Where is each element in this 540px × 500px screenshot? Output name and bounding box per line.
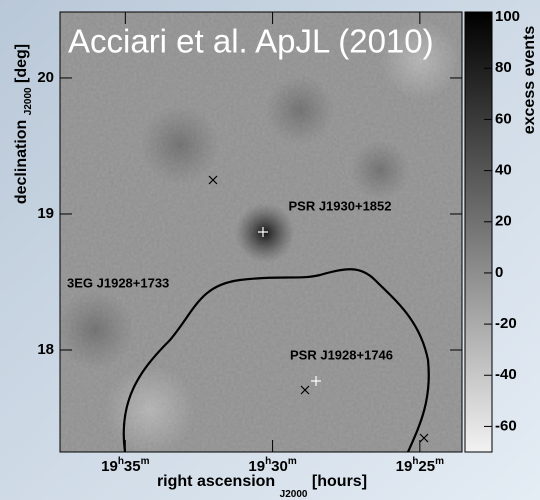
axis-label-text: declination [13, 120, 30, 204]
y-tick-label: 19 [37, 205, 54, 222]
axis-label-text: right ascension [157, 473, 275, 490]
colorbar-tick-label: 80 [495, 59, 512, 76]
colorbar [465, 12, 492, 452]
map-region [105, 365, 195, 455]
y-tick-label: 18 [37, 341, 54, 358]
annotation: 3EG J1928+1733 [67, 275, 169, 290]
map-region [55, 290, 135, 370]
colorbar-tick-label: -20 [495, 315, 517, 332]
sky-map [55, 12, 462, 455]
colorbar-label: excess events [521, 26, 538, 135]
map-region [140, 105, 220, 185]
colorbar-tick-label: 40 [495, 162, 512, 179]
chart: Acciari et al. ApJL (2010) declination J… [0, 0, 540, 500]
y-tick-label: 20 [37, 69, 54, 86]
map-region [265, 75, 335, 145]
colorbar-tick-label: 0 [495, 264, 503, 281]
annotation: PSR J1930+1852 [288, 198, 391, 213]
page: {"chart_data": { "type": "heatmap", "tit… [0, 0, 540, 500]
annotation: PSR J1928+1746 [290, 347, 393, 362]
colorbar-tick-label: 100 [495, 8, 520, 25]
map-region [350, 140, 410, 200]
source-blob [235, 203, 295, 263]
axis-label-text: J2000 [280, 489, 308, 500]
colorbar-tick-label: -40 [495, 366, 517, 383]
colorbar-tick-label: 60 [495, 110, 512, 127]
axis-label-text: J2000 [23, 87, 34, 115]
colorbar-tick-label: -60 [495, 417, 517, 434]
chart-title: Acciari et al. ApJL (2010) [68, 23, 434, 60]
colorbar-tick-label: 20 [495, 213, 512, 230]
axis-label-text: [deg] [13, 44, 30, 83]
axis-label-text: [hours] [312, 473, 367, 490]
